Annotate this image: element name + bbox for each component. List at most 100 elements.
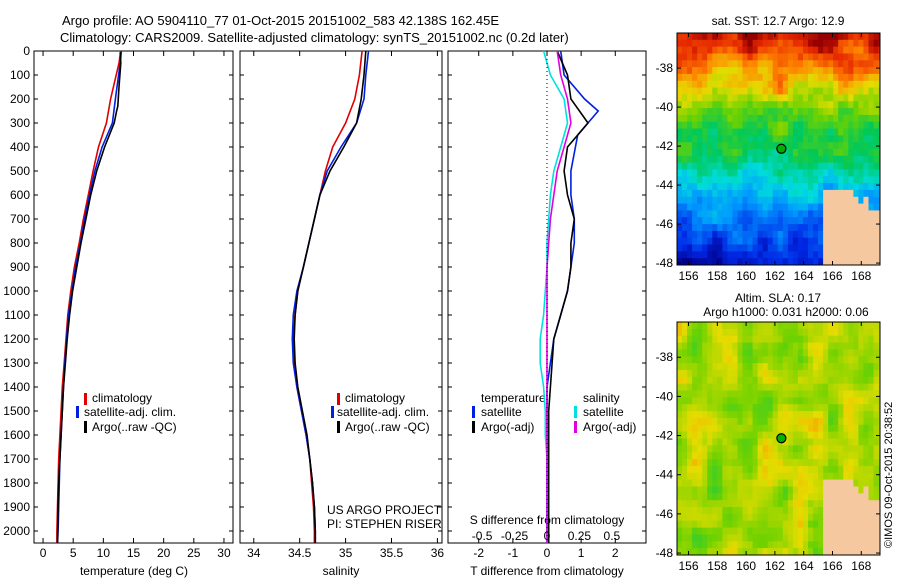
map-cell: [712, 230, 718, 239]
map-cell: [732, 452, 739, 460]
map-cell: [737, 155, 744, 164]
map-cell: [858, 452, 865, 460]
map-cell: [777, 94, 784, 102]
map-cell: [823, 370, 829, 378]
map-cell: [702, 94, 708, 102]
map-cell: [727, 390, 734, 398]
map-cell: [707, 356, 713, 364]
map-cell: [687, 39, 693, 48]
map-cell: [692, 53, 698, 61]
map-cell: [787, 328, 794, 337]
map-cell: [772, 383, 779, 392]
map-cell: [682, 438, 688, 446]
map-cell: [792, 548, 799, 555]
map-cell: [863, 203, 870, 212]
map-cell: [772, 363, 779, 371]
x-tick-label: 168: [851, 269, 871, 283]
map-cell: [863, 196, 870, 205]
map-cell: [813, 80, 819, 89]
map-cell: [823, 183, 829, 191]
map-cell: [747, 101, 754, 109]
map-cell: [747, 224, 754, 232]
map-cell: [767, 479, 774, 488]
map-cell: [757, 162, 764, 171]
map-cell: [833, 534, 839, 542]
map-cell: [722, 459, 729, 467]
map-cell: [828, 438, 834, 446]
map-cell: [777, 322, 784, 330]
map-cell: [833, 176, 839, 184]
map-cell: [702, 397, 708, 405]
map-cell: [803, 541, 809, 549]
map-cell: [813, 73, 819, 82]
map-cell: [737, 438, 744, 446]
map-cell: [722, 500, 729, 508]
map-cell: [682, 465, 688, 474]
map-cell: [687, 431, 693, 440]
map-cell: [742, 183, 749, 191]
map-cell: [682, 513, 688, 522]
map-cell: [767, 452, 774, 460]
map-cell: [808, 493, 814, 501]
map-cell: [727, 493, 734, 501]
map-cell: [858, 251, 865, 259]
map-cell: [863, 541, 870, 549]
map-cell: [868, 224, 875, 232]
map-cell: [732, 411, 739, 419]
map-cell: [777, 258, 784, 265]
map-cell: [687, 520, 693, 529]
map-cell: [797, 390, 804, 398]
map-cell: [702, 114, 708, 123]
map-cell: [823, 363, 829, 371]
map-cell: [803, 459, 809, 467]
map-cell: [727, 328, 734, 337]
map-cell: [858, 356, 865, 364]
map-cell: [853, 424, 860, 433]
map-cell: [853, 169, 860, 177]
map-cell: [782, 183, 789, 191]
map-cell: [863, 87, 870, 96]
map-cell: [843, 224, 849, 232]
map-cell: [843, 53, 849, 61]
map-cell: [777, 417, 784, 426]
s-diff-tick-label: 0.5: [604, 529, 621, 543]
map-cell: [697, 73, 703, 82]
map-cell: [772, 162, 779, 171]
map-cell: [737, 465, 744, 474]
map-cell: [873, 328, 880, 337]
map-cell: [757, 121, 764, 130]
map-cell: [777, 135, 784, 143]
map-cell: [752, 251, 759, 259]
map-cell: [747, 149, 754, 157]
map-cell: [782, 108, 789, 116]
map-cell: [813, 527, 819, 536]
map-cell: [818, 183, 824, 191]
map-cell: [732, 390, 739, 398]
map-cell: [803, 128, 809, 136]
map-cell: [727, 472, 734, 481]
map-cell: [828, 251, 834, 259]
map-cell: [772, 548, 779, 555]
map-cell: [697, 128, 703, 136]
map-cell: [813, 541, 819, 549]
map-cell: [742, 210, 749, 218]
map-cell: [687, 404, 693, 412]
map-cell: [717, 169, 723, 177]
map-cell: [682, 500, 688, 508]
map-cell: [757, 520, 764, 529]
map-cell: [853, 142, 860, 150]
map-cell: [782, 411, 789, 419]
map-cell: [873, 189, 880, 198]
map-cell: [712, 80, 718, 89]
map-cell: [677, 424, 683, 433]
map-cell: [677, 94, 683, 102]
map-cell: [737, 445, 744, 453]
map-cell: [787, 411, 794, 419]
map-cell: [828, 101, 834, 109]
map-cell: [677, 493, 683, 501]
map-cell: [742, 189, 749, 198]
y-tick-label: -46: [656, 507, 674, 521]
map-cell: [782, 224, 789, 232]
map-cell: [813, 445, 819, 453]
map-cell: [767, 541, 774, 549]
